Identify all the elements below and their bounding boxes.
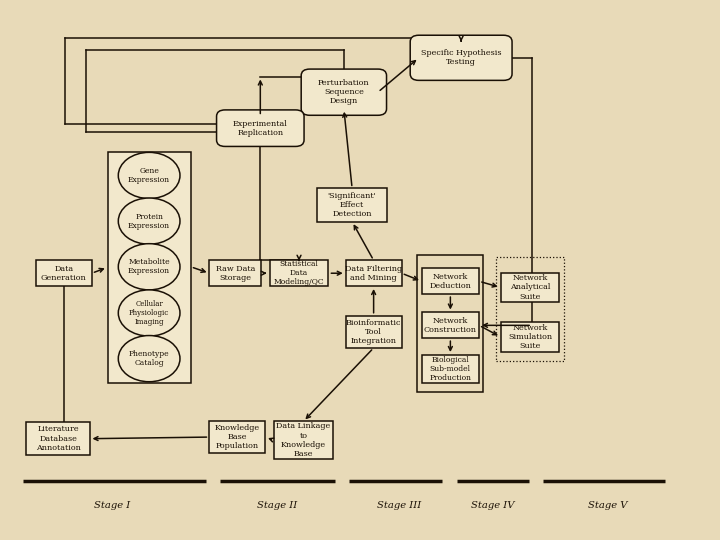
- Text: Protein
Expression: Protein Expression: [128, 213, 170, 230]
- FancyBboxPatch shape: [317, 188, 387, 221]
- FancyBboxPatch shape: [301, 69, 387, 115]
- FancyBboxPatch shape: [410, 35, 512, 80]
- Text: Knowledge
Base
Population: Knowledge Base Population: [215, 424, 260, 450]
- Text: Gene
Expression: Gene Expression: [128, 167, 170, 184]
- Text: Data
Generation: Data Generation: [41, 265, 86, 282]
- FancyBboxPatch shape: [422, 268, 479, 294]
- FancyBboxPatch shape: [422, 355, 479, 383]
- Text: Perturbation
Sequence
Design: Perturbation Sequence Design: [318, 79, 369, 105]
- FancyBboxPatch shape: [346, 316, 402, 348]
- Circle shape: [118, 335, 180, 382]
- Text: Data Filtering
and Mining: Data Filtering and Mining: [345, 265, 402, 282]
- Text: Stage III: Stage III: [377, 501, 422, 510]
- Text: Statistical
Data
Modeling/QC: Statistical Data Modeling/QC: [274, 260, 324, 286]
- Text: 'Significant'
Effect
Detection: 'Significant' Effect Detection: [328, 192, 377, 218]
- FancyBboxPatch shape: [36, 260, 91, 286]
- FancyBboxPatch shape: [217, 110, 304, 146]
- Text: Bioinformatic
Tool
Integration: Bioinformatic Tool Integration: [346, 319, 401, 345]
- Text: Network
Simulation
Suite: Network Simulation Suite: [508, 323, 552, 350]
- Text: Stage II: Stage II: [257, 501, 297, 510]
- Text: Data Linkage
to
Knowledge
Base: Data Linkage to Knowledge Base: [276, 422, 330, 458]
- FancyBboxPatch shape: [500, 322, 559, 352]
- Circle shape: [118, 198, 180, 244]
- Text: Stage IV: Stage IV: [471, 501, 514, 510]
- Text: Stage I: Stage I: [94, 501, 131, 510]
- Text: Literature
Database
Annotation: Literature Database Annotation: [35, 426, 81, 452]
- Text: Network
Construction: Network Construction: [424, 317, 477, 334]
- FancyBboxPatch shape: [210, 422, 266, 453]
- Text: Stage V: Stage V: [588, 501, 627, 510]
- FancyBboxPatch shape: [27, 422, 89, 455]
- FancyBboxPatch shape: [346, 260, 402, 286]
- Text: Biological
Sub-model
Production: Biological Sub-model Production: [429, 356, 472, 382]
- FancyBboxPatch shape: [274, 422, 333, 459]
- Text: Metabolite
Expression: Metabolite Expression: [128, 258, 170, 275]
- FancyBboxPatch shape: [210, 260, 261, 286]
- Text: Cellular
Physiologic
Imaging: Cellular Physiologic Imaging: [129, 300, 169, 326]
- FancyBboxPatch shape: [269, 260, 328, 286]
- Text: Phenotype
Catalog: Phenotype Catalog: [129, 350, 169, 367]
- Text: Experimental
Replication: Experimental Replication: [233, 119, 288, 137]
- Text: Network
Deduction: Network Deduction: [429, 273, 472, 290]
- Circle shape: [118, 290, 180, 336]
- Text: Raw Data
Storage: Raw Data Storage: [215, 265, 255, 282]
- Text: Network
Analytical
Suite: Network Analytical Suite: [510, 274, 550, 301]
- FancyBboxPatch shape: [500, 273, 559, 302]
- FancyBboxPatch shape: [107, 152, 191, 383]
- FancyBboxPatch shape: [422, 313, 479, 338]
- Circle shape: [118, 152, 180, 199]
- Text: Specific Hypothesis
Testing: Specific Hypothesis Testing: [421, 49, 501, 66]
- Circle shape: [118, 244, 180, 290]
